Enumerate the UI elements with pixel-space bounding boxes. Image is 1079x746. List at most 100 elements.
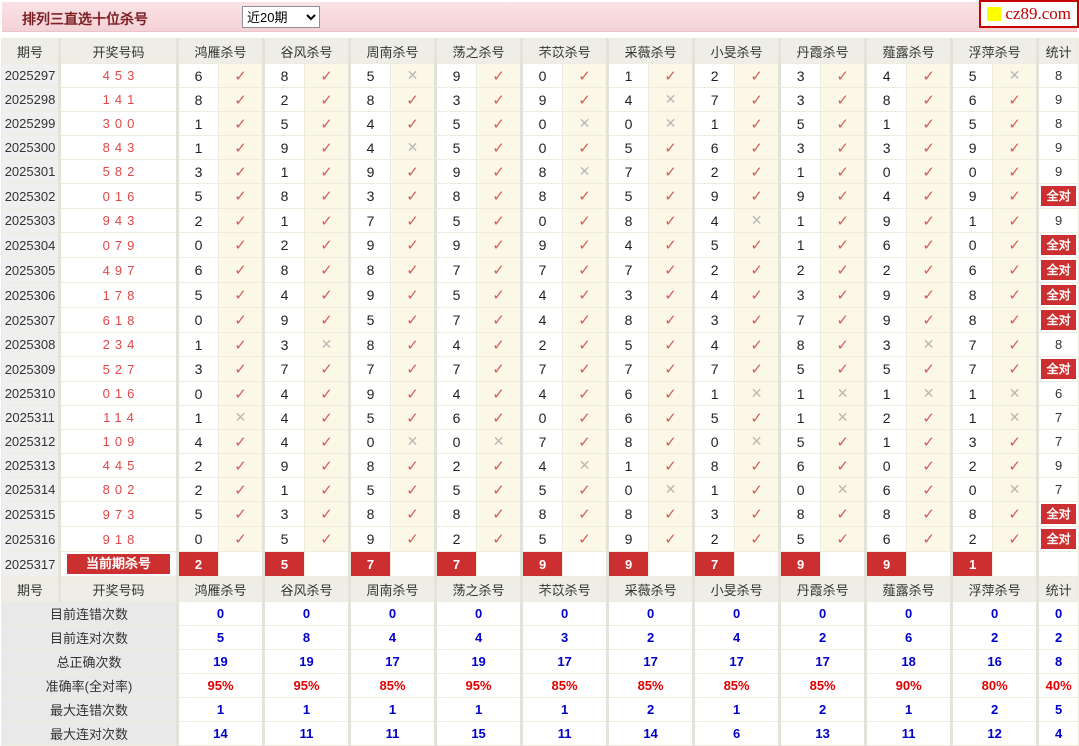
range-select[interactable]: 近20期	[242, 6, 320, 28]
kill-number-cell: 0	[176, 307, 219, 333]
stat-value-cell: 1	[692, 697, 781, 722]
total-cell: 8	[1036, 111, 1079, 136]
check-icon: ✓	[320, 506, 333, 523]
check-icon: ✓	[836, 336, 849, 354]
kill-result-cell: ✓	[476, 356, 523, 382]
check-icon: ✓	[664, 361, 677, 378]
check-icon: ✓	[750, 506, 763, 523]
kill-result-cell: ✓	[820, 453, 867, 478]
table-row: 2025297 453 6 ✓ 8 ✓ 5 ✕ 9 ✓ 0 ✓ 1 ✓ 2 ✓ 3 ✓ 4 ✓ 5 ✕ 8	[1, 63, 1079, 88]
kill-result-cell: ✓	[304, 501, 351, 527]
kill-number-cell: 9	[348, 526, 392, 552]
kill-result-cell: ✕	[820, 381, 867, 406]
stat-value-cell: 0	[1036, 601, 1079, 626]
kill-number-cell: 0	[348, 429, 392, 454]
kill-result-cell: ✓	[390, 307, 437, 333]
kill-result-cell: ✓	[562, 429, 609, 454]
column-header-period: 期号	[1, 38, 60, 64]
footer-column-header-kill-1: 谷风杀号	[262, 576, 351, 602]
kill-result-cell: ✕	[734, 381, 781, 406]
kill-number-cell: 5	[176, 501, 219, 527]
kill-result-cell: ✓	[992, 429, 1039, 454]
current-kill-number-cell: 9	[864, 551, 908, 577]
table-row: 2025307 618 0 ✓ 9 ✓ 5 ✓ 7 ✓ 4 ✓ 8 ✓ 3 ✓ 7 ✓ 9 ✓ 8 ✓ 全对	[1, 307, 1079, 333]
kill-result-cell: ✓	[820, 356, 867, 382]
kill-number-cell: 8	[348, 501, 392, 527]
kill-number-cell: 1	[176, 111, 219, 136]
cross-icon: ✕	[1008, 409, 1021, 425]
kill-result-cell: ✓	[217, 257, 265, 283]
check-icon: ✓	[234, 361, 247, 378]
kill-number-cell: 9	[348, 282, 392, 308]
kill-number-cell: 0	[692, 429, 736, 454]
period-cell: 2025298	[1, 87, 60, 112]
period-cell: 2025299	[1, 111, 60, 136]
check-icon: ✓	[578, 531, 591, 548]
kill-number-cell: 8	[692, 453, 736, 478]
cross-icon: ✕	[1008, 481, 1021, 497]
kill-result-cell: ✓	[304, 87, 351, 112]
check-icon: ✓	[234, 67, 247, 85]
stat-value-cell: 1	[434, 697, 523, 722]
check-icon: ✓	[320, 312, 333, 329]
current-period-badge: 当前期杀号	[67, 554, 170, 574]
period-cell: 2025300	[1, 135, 60, 160]
check-icon: ✓	[1008, 91, 1021, 109]
site-logo[interactable]: cz89.com	[979, 0, 1079, 28]
kill-result-cell: ✓	[304, 453, 351, 478]
kill-number-cell: 1	[262, 159, 306, 184]
period-cell: 2025303	[1, 208, 60, 233]
kill-number-cell: 2	[692, 159, 736, 184]
check-icon: ✓	[492, 481, 505, 499]
check-icon: ✓	[406, 457, 419, 475]
check-icon: ✓	[1008, 506, 1021, 523]
kill-result-cell: ✓	[648, 356, 695, 382]
kill-number-cell: 3	[778, 87, 822, 112]
check-icon: ✓	[836, 237, 849, 254]
stat-value-cell: 4	[348, 625, 437, 650]
stat-value-cell: 6	[864, 625, 953, 650]
stat-value-cell: 14	[175, 721, 265, 746]
check-icon: ✓	[836, 312, 849, 329]
stat-value-cell: 11	[262, 721, 351, 746]
period-cell: 2025317	[1, 551, 60, 577]
check-icon: ✓	[1008, 188, 1021, 205]
kill-result-cell: ✓	[217, 111, 265, 136]
kill-result-cell: ✓	[562, 282, 609, 308]
stat-value-cell: 17	[692, 649, 781, 674]
check-icon: ✓	[234, 115, 247, 133]
stat-label-cell: 总正确次数	[1, 649, 178, 674]
check-icon: ✓	[922, 212, 935, 230]
kill-number-cell: 1	[606, 63, 650, 88]
kill-number-cell: 0	[950, 477, 994, 502]
kill-result-cell: ✓	[476, 135, 523, 160]
stat-value-cell: 19	[262, 649, 351, 674]
total-cell: 7	[1036, 405, 1079, 430]
all-correct-badge: 全对	[1041, 504, 1077, 524]
stat-label-cell: 目前连对次数	[1, 625, 178, 650]
kill-result-cell: ✓	[992, 87, 1039, 112]
kill-result-cell: ✓	[992, 232, 1039, 258]
column-header-kill-0: 鸿雁杀号	[175, 38, 265, 64]
check-icon: ✓	[922, 139, 935, 157]
check-icon: ✓	[836, 67, 849, 85]
kill-number-cell: 3	[692, 307, 736, 333]
check-icon: ✓	[234, 385, 247, 403]
check-icon: ✓	[406, 506, 419, 523]
kill-number-cell: 6	[606, 381, 650, 406]
table-row: 2025304 079 0 ✓ 2 ✓ 9 ✓ 9 ✓ 9 ✓ 4 ✓ 5 ✓ 1 ✓ 6 ✓ 0 ✓ 全对	[1, 232, 1079, 258]
draw-number-cell: 497	[58, 257, 178, 283]
stat-value-cell: 0	[262, 601, 351, 626]
footer-column-header-kill-9: 浮萍杀号	[950, 576, 1039, 602]
check-icon: ✓	[492, 336, 505, 354]
check-icon: ✓	[750, 531, 763, 548]
current-kill-number-cell: 7	[348, 551, 392, 577]
kill-number-cell: 6	[864, 232, 908, 258]
kill-result-cell: ✓	[562, 356, 609, 382]
draw-number-cell: 843	[58, 135, 178, 160]
kill-number-cell: 5	[262, 111, 306, 136]
current-kill-number-cell: 1	[950, 551, 994, 577]
kill-number-cell: 9	[434, 63, 478, 88]
column-header-kill-6: 小旻杀号	[692, 38, 781, 64]
kill-result-cell: ✓	[476, 232, 523, 258]
